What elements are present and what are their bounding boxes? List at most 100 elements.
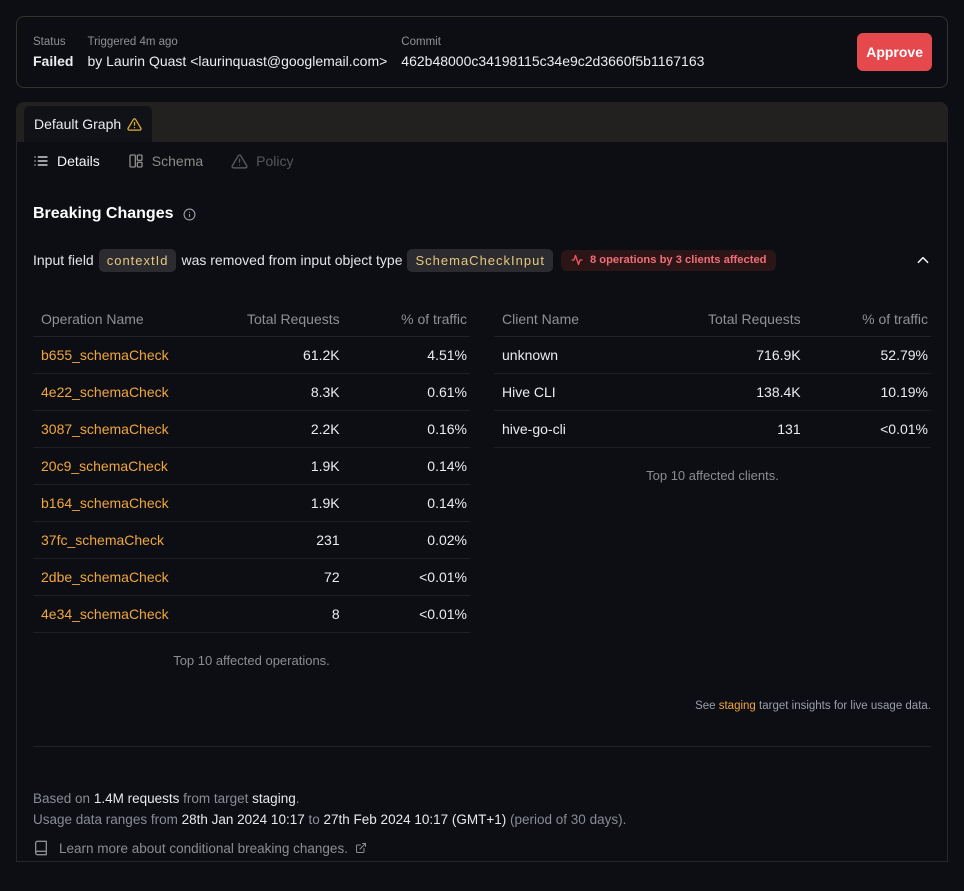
activity-icon (570, 254, 584, 266)
change-prefix: Input field (33, 252, 94, 268)
based-on-line: Based on 1.4M requests from target stagi… (33, 789, 931, 810)
book-icon (33, 840, 49, 856)
insights-note-prefix: See (695, 700, 716, 712)
affected-badge: 8 operations by 3 clients affected (560, 249, 776, 271)
operation-traffic: 0.16% (347, 410, 470, 448)
tab-schema[interactable]: Schema (128, 153, 203, 169)
table-row: 4e22_schemaCheck 8.3K 0.61% (33, 373, 470, 411)
based-on-prefix: Based on (33, 791, 91, 806)
triggered-author: by Laurin Quast <laurinquast@googlemail.… (87, 52, 388, 69)
clients-header-requests: Total Requests (695, 303, 809, 337)
based-on-period: . (295, 791, 300, 806)
client-name: Hive CLI (494, 373, 696, 411)
type-code-chip: SchemaCheckInput (407, 248, 553, 272)
operations-header-name: Operation Name (33, 303, 235, 337)
tab-schema-label: Schema (151, 153, 204, 169)
usage-range-line: Usage data ranges from 28th Jan 2024 10:… (33, 810, 931, 831)
operation-link[interactable]: 3087_schemaCheck (33, 410, 235, 448)
clients-column: Client Name Total Requests % of traffic … (494, 303, 931, 484)
table-row: 3087_schemaCheck 2.2K 0.16% (33, 410, 470, 448)
commit-label: Commit (401, 35, 441, 48)
list-icon (33, 153, 49, 169)
from-target-text: from target (183, 791, 249, 806)
operation-traffic: 0.02% (347, 521, 470, 559)
operation-link[interactable]: 37fc_schemaCheck (33, 521, 235, 559)
status-label: Status (33, 35, 66, 48)
operation-requests: 8 (234, 595, 348, 633)
operation-link[interactable]: b655_schemaCheck (33, 336, 235, 374)
tab-details-label: Details (57, 153, 100, 169)
operation-link[interactable]: 4e22_schemaCheck (33, 373, 235, 411)
insights-note: See staging target insights for live usa… (33, 699, 931, 713)
graph-tab-strip: Default Graph (16, 102, 948, 142)
client-name: hive-go-cli (494, 410, 696, 448)
operations-header-requests: Total Requests (234, 303, 348, 337)
operation-traffic: <0.01% (347, 595, 470, 633)
client-traffic: 10.19% (808, 373, 931, 411)
triggered-group: Triggered 4m ago by Laurin Quast <laurin… (87, 36, 387, 69)
operations-column: Operation Name Total Requests % of traff… (33, 303, 470, 669)
commit-group: Commit 462b48000c34198115c34e9c2d3660f5b… (401, 36, 704, 69)
info-icon[interactable] (183, 208, 196, 221)
operation-traffic: 0.61% (347, 373, 470, 411)
operation-traffic: 0.14% (347, 447, 470, 485)
operation-requests: 1.9K (234, 447, 348, 485)
usage-tables: Operation Name Total Requests % of traff… (33, 303, 931, 669)
operations-caption: Top 10 affected operations. (173, 653, 330, 668)
staging-target-link[interactable]: staging (718, 700, 756, 712)
breaking-changes-title: Breaking Changes (33, 205, 174, 222)
clients-table: Client Name Total Requests % of traffic … (494, 303, 931, 448)
operation-requests: 1.9K (234, 484, 348, 522)
operation-requests: 8.3K (234, 373, 348, 411)
operation-traffic: <0.01% (347, 558, 470, 596)
breaking-change-row[interactable]: Input field contextId was removed from i… (33, 248, 931, 272)
insights-note-suffix: target insights for live usage data. (759, 700, 931, 712)
check-summary-panel: Status Failed Triggered 4m ago by Laurin… (16, 16, 948, 88)
client-requests: 138.4K (695, 373, 809, 411)
operation-traffic: 4.51% (347, 336, 470, 374)
field-code-chip: contextId (98, 248, 177, 272)
status-value: Failed (33, 52, 74, 69)
policy-warning-icon (231, 153, 248, 170)
usage-range-to: to (308, 811, 320, 827)
learn-more-link[interactable]: Learn more about conditional breaking ch… (33, 840, 931, 856)
affected-badge-label: 8 operations by 3 clients affected (589, 254, 767, 266)
usage-range-period: (period of 30 days). (510, 811, 627, 827)
schema-icon (128, 153, 144, 169)
approve-button[interactable]: Approve (857, 33, 932, 71)
usage-range-prefix: Usage data ranges from (33, 811, 178, 827)
table-row: 2dbe_schemaCheck 72 <0.01% (33, 558, 470, 596)
commit-hash: 462b48000c34198115c34e9c2d3660f5b1167163 (401, 52, 705, 69)
operation-link[interactable]: 2dbe_schemaCheck (33, 558, 235, 596)
operation-link[interactable]: b164_schemaCheck (33, 484, 235, 522)
usage-range-start: 28th Jan 2024 10:17 (181, 811, 305, 827)
tab-policy[interactable]: Policy (231, 153, 294, 170)
clients-caption: Top 10 affected clients. (646, 468, 779, 483)
graph-tab-label: Default Graph (34, 116, 122, 132)
footer-separator (33, 746, 931, 747)
client-traffic: <0.01% (808, 410, 931, 448)
graph-warning-icon (127, 117, 142, 132)
client-traffic: 52.79% (808, 336, 931, 374)
check-detail-panel: Details Schema Policy Breaking Changes I… (16, 142, 948, 862)
view-toolbar: Details Schema Policy (17, 142, 947, 180)
clients-header-traffic: % of traffic (808, 303, 931, 337)
table-row: b164_schemaCheck 1.9K 0.14% (33, 484, 470, 522)
operation-link[interactable]: 20c9_schemaCheck (33, 447, 235, 485)
clients-header-name: Client Name (494, 303, 696, 337)
operations-header-traffic: % of traffic (347, 303, 470, 337)
client-requests: 131 (695, 410, 809, 448)
operations-table: Operation Name Total Requests % of traff… (33, 303, 470, 633)
table-row: 20c9_schemaCheck 1.9K 0.14% (33, 447, 470, 485)
operation-requests: 72 (234, 558, 348, 596)
operation-requests: 231 (234, 521, 348, 559)
table-row: Hive CLI 138.4K 10.19% (494, 373, 931, 411)
tab-details[interactable]: Details (33, 153, 100, 169)
tab-default-graph[interactable]: Default Graph (24, 106, 153, 142)
tab-policy-label: Policy (256, 153, 294, 169)
table-row: hive-go-cli 131 <0.01% (494, 410, 931, 448)
usage-range-end: 27th Feb 2024 10:17 (GMT+1) (323, 811, 507, 827)
operation-link[interactable]: 4e34_schemaCheck (33, 595, 235, 633)
collapse-chevron-icon[interactable] (915, 252, 931, 268)
operation-traffic: 0.14% (347, 484, 470, 522)
